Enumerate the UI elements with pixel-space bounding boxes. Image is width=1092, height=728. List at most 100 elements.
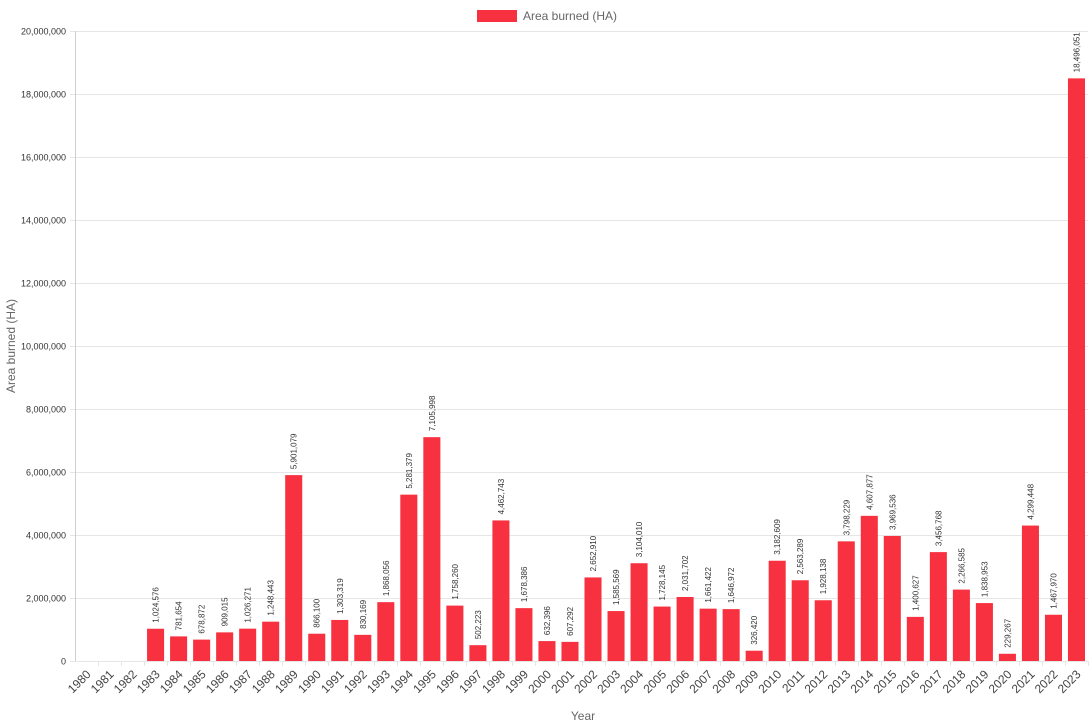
x-tick-label-1995: 1995 (410, 667, 439, 696)
bar-2019 (975, 603, 993, 661)
x-tick-label-1985: 1985 (180, 667, 209, 696)
bar-2003 (607, 611, 625, 661)
data-label-2019: 1,838,953 (980, 561, 989, 597)
data-label-2007: 1,661,422 (704, 567, 713, 603)
data-label-1994: 5,281,379 (405, 452, 414, 488)
y-tick-label: 18,000,000 (21, 90, 66, 100)
x-tick-label-2014: 2014 (848, 667, 877, 696)
x-tick-label-2017: 2017 (917, 667, 946, 696)
data-label-2022: 1,467,970 (1049, 573, 1058, 609)
bar-1984 (170, 636, 188, 661)
data-label-1991: 1,303,319 (336, 578, 345, 614)
bar-1987 (239, 628, 257, 661)
x-tick-label-1992: 1992 (341, 667, 370, 696)
y-tick-label: 4,000,000 (26, 531, 66, 541)
data-label-2002: 2,652,910 (589, 535, 598, 571)
bar-2001 (561, 641, 579, 661)
bar-2004 (630, 563, 648, 661)
bar-2023 (1067, 78, 1086, 662)
x-tick-label-2020: 2020 (986, 667, 1015, 696)
x-tick-label-2021: 2021 (1009, 667, 1038, 696)
data-label-2006: 2,031,702 (681, 555, 690, 591)
data-label-1989: 5,901,079 (290, 433, 299, 469)
bar-2013 (837, 541, 855, 661)
x-tick-label-2022: 2022 (1032, 667, 1061, 696)
data-label-1996: 1,758,260 (451, 563, 460, 599)
x-tick-label-2011: 2011 (779, 667, 807, 695)
x-axis-title: Year (571, 709, 595, 723)
x-tick-label-2015: 2015 (871, 667, 900, 696)
data-label-2014: 4,607,877 (865, 474, 874, 510)
grid-lines (70, 31, 1089, 666)
data-label-1997: 502,223 (474, 610, 483, 639)
legend-swatch[interactable] (477, 10, 517, 22)
x-tick-label-2019: 2019 (963, 667, 992, 696)
x-tick-label-1999: 1999 (502, 667, 531, 696)
y-tick-label: 12,000,000 (21, 279, 66, 289)
data-label-1998: 4,462,743 (497, 478, 506, 514)
bar-2018 (952, 589, 970, 661)
y-tick-label: 2,000,000 (26, 594, 66, 604)
y-axis-ticks: 0 2,000,000 4,000,000 6,000,000 8,000,000 10,… (21, 27, 66, 667)
x-tick-label-2007: 2007 (686, 667, 715, 696)
data-label-2011: 2,563,289 (796, 538, 805, 574)
data-label-2012: 1,928,138 (819, 558, 828, 594)
data-label-2004: 3,104,010 (635, 521, 644, 557)
bar-1988 (262, 621, 280, 661)
data-label-2005: 1,728,145 (658, 564, 667, 600)
data-label-1983: 1,024,576 (152, 587, 161, 623)
bar-2021 (1021, 525, 1039, 661)
x-tick-label-1983: 1983 (134, 667, 163, 696)
legend[interactable]: Area burned (HA) (477, 9, 617, 23)
x-tick-label-1993: 1993 (364, 667, 393, 696)
bar-2012 (814, 600, 832, 661)
y-tick-label: 16,000,000 (21, 153, 66, 163)
data-label-2015: 3,969,536 (888, 494, 897, 530)
data-label-2010: 3,182,609 (773, 519, 782, 555)
bar-1986 (216, 632, 234, 661)
x-tick-label-1980: 1980 (65, 667, 94, 696)
y-tick-label: 20,000,000 (21, 27, 66, 37)
bar-2006 (676, 597, 694, 661)
bar-1991 (331, 619, 349, 661)
bar-2007 (699, 608, 717, 661)
x-tick-label-2006: 2006 (663, 667, 692, 696)
data-label-1986: 909,015 (221, 597, 230, 626)
data-label-2020: 229,267 (1003, 618, 1012, 647)
y-tick-label: 8,000,000 (26, 405, 66, 415)
bar-2005 (653, 606, 671, 661)
x-tick-label-2012: 2012 (802, 667, 831, 696)
bar-1996 (446, 605, 464, 661)
bar-2020 (998, 653, 1016, 661)
x-tick-label-1996: 1996 (433, 667, 462, 696)
bar-2000 (538, 641, 556, 661)
x-axis-ticks: 1980198119821983198419851986198719881989… (65, 667, 1084, 696)
bar-2017 (929, 552, 947, 661)
legend-label[interactable]: Area burned (HA) (523, 9, 617, 23)
x-tick-label-2000: 2000 (525, 667, 554, 696)
x-tick-label-1990: 1990 (295, 667, 324, 696)
x-tick-label-1988: 1988 (249, 667, 278, 696)
x-tick-label-2009: 2009 (733, 667, 762, 696)
bar-2015 (883, 535, 901, 661)
data-label-2001: 607,292 (566, 606, 575, 635)
x-tick-label-2004: 2004 (617, 667, 646, 696)
bar-1990 (308, 633, 326, 661)
x-tick-label-1984: 1984 (157, 667, 186, 696)
x-tick-label-2010: 2010 (756, 667, 785, 696)
bar-2002 (584, 577, 602, 661)
data-label-2000: 632,396 (543, 606, 552, 635)
x-tick-label-2013: 2013 (825, 667, 854, 696)
bar-1995 (423, 437, 441, 661)
x-tick-label-1981: 1981 (88, 667, 117, 696)
data-label-2021: 4,299,448 (1026, 483, 1035, 519)
bar-1992 (354, 634, 372, 661)
y-tick-label: 14,000,000 (21, 216, 66, 226)
bar-1993 (377, 602, 395, 661)
data-label-2009: 326,420 (750, 615, 759, 644)
bar-1985 (193, 639, 211, 661)
x-tick-label-2016: 2016 (894, 667, 923, 696)
data-label-1993: 1,868,056 (382, 560, 391, 596)
